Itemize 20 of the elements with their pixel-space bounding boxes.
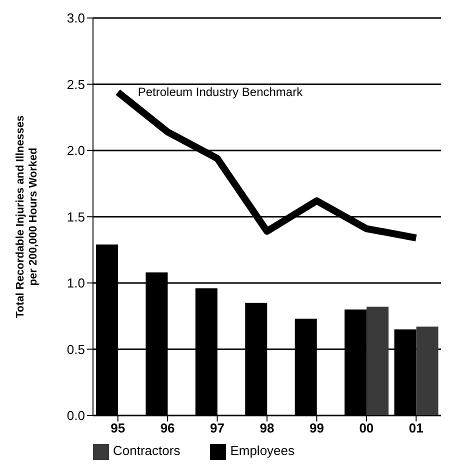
- x-tick-label: 00: [359, 420, 374, 436]
- y-tick-label: 1.0: [66, 276, 85, 291]
- bar: [366, 306, 389, 416]
- y-tick-label: 0.5: [66, 342, 85, 357]
- x-tick-label: 97: [210, 420, 225, 436]
- x-tick-label: 98: [260, 420, 274, 436]
- bar: [416, 326, 438, 416]
- y-tick-label: 2.0: [66, 143, 85, 158]
- x-tick-label: 01: [408, 420, 424, 436]
- x-tick-label: 99: [309, 420, 324, 436]
- y-tick-label: 3.0: [66, 10, 85, 26]
- series-label: Petroleum Industry Benchmark: [138, 85, 304, 100]
- legend-label: Employees: [230, 443, 295, 458]
- y-tick-label: 2.5: [66, 76, 85, 92]
- y-tick-label: 0.0: [66, 408, 85, 424]
- legend-label: Contractors: [113, 443, 180, 458]
- y-tick-label: 1.5: [66, 209, 85, 224]
- x-tick-label: 95: [110, 420, 126, 436]
- x-tick-label: 96: [160, 420, 175, 436]
- y-axis-title: Total Recordable Injuries and Illnesses per 200,000 Hours Worked: [14, 115, 40, 318]
